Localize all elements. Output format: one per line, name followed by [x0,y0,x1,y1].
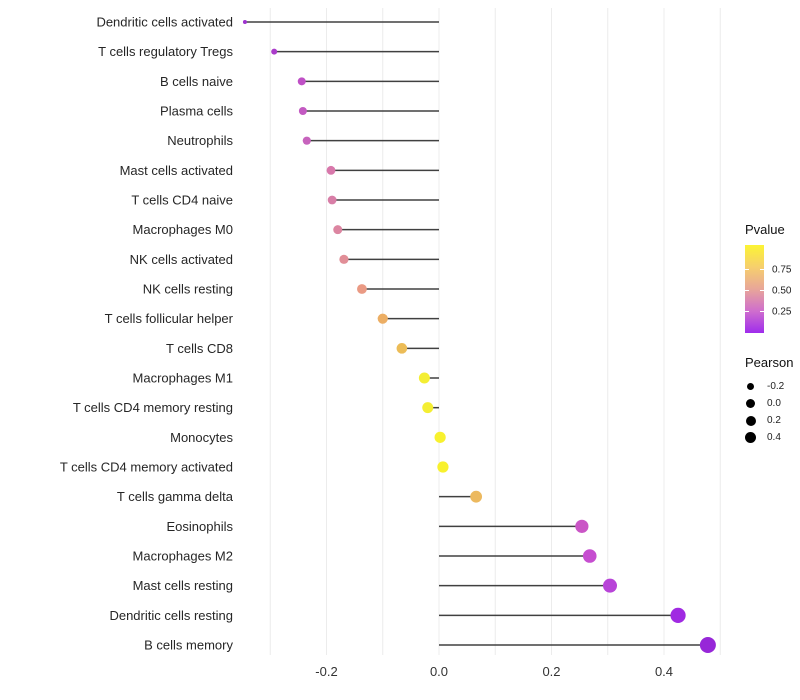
x-axis-tick-label: -0.2 [315,664,337,679]
lollipop-dot [575,519,589,533]
lollipop-dot [242,20,247,24]
y-axis-label: Mast cells activated [120,163,233,178]
pearson-legend: Pearson -0.2 0.0 0.2 0.4 [742,355,800,446]
pvalue-tick-label: 0.50 [772,285,792,297]
lollipop-dot [699,637,716,654]
lollipop-dot [434,431,446,443]
pvalue-tick-label: 0.75 [772,264,792,276]
pearson-size-dot [747,383,754,390]
lollipop-dot [298,107,307,116]
pearson-size-row: -0.2 [743,378,800,395]
pearson-size-dot-cell [743,413,758,428]
lollipop-dot [603,578,617,593]
lollipop-dot [271,48,278,55]
lollipop-dot [357,284,367,294]
y-axis-label: B cells memory [144,638,233,653]
pvalue-tick-mark [760,290,764,292]
lollipop-dot [377,313,388,324]
pearson-size-dot-cell [743,396,758,411]
pvalue-tick-mark [745,269,749,271]
y-axis-label: Dendritic cells activated [96,15,233,30]
lollipop-dot [327,195,337,205]
x-axis-tick-label: 0.2 [542,664,560,679]
y-axis-label: T cells CD4 naive [131,193,233,208]
y-axis-label: Monocytes [170,430,233,445]
pearson-size-label: 0.0 [767,398,781,409]
y-axis-label: T cells regulatory Tregs [98,44,233,59]
pearson-size-label: -0.2 [767,381,785,392]
lollipop-dot [297,77,306,86]
lollipop-dot [396,343,408,354]
pvalue-tick-mark [760,311,764,313]
pearson-size-row: 0.4 [743,429,800,446]
pearson-size-dot-cell [743,379,758,394]
lollipop-dot [302,136,311,145]
y-axis-label: Mast cells resting [133,578,233,593]
y-axis-label: Macrophages M1 [133,371,233,386]
y-axis-label: NK cells activated [130,252,233,267]
pearson-size-rows: -0.2 0.0 0.2 0.4 [742,378,800,446]
lollipop-dot [437,461,449,473]
y-axis-label: T cells gamma delta [117,489,234,504]
lollipop-dot [326,165,336,175]
pvalue-legend: Pvalue 0.75 0.50 0.25 [742,222,800,333]
legend: Pvalue 0.75 0.50 0.25 Pearson -0.2 0.0 0.2 0.… [742,222,800,446]
pearson-size-dot-cell [743,430,758,445]
pearson-size-label: 0.2 [767,415,781,426]
y-axis-label: Neutrophils [167,133,233,148]
pearson-size-row: 0.0 [743,395,800,412]
lollipop-dot [339,254,349,264]
pvalue-gradient-wrap: 0.75 0.50 0.25 [745,245,791,333]
pearson-size-row: 0.2 [743,412,800,429]
y-axis-label: Dendritic cells resting [109,608,233,623]
y-axis-label: B cells naive [160,74,233,89]
x-axis-tick-label: 0.4 [655,664,673,679]
pvalue-tick-label: 0.25 [772,306,792,318]
pvalue-legend-title: Pvalue [745,222,785,237]
y-axis-label: Macrophages M2 [133,549,233,564]
y-axis-label: T cells CD4 memory resting [73,400,233,415]
y-axis-label: NK cells resting [143,282,233,297]
y-axis-label: Macrophages M0 [133,222,233,237]
pearson-legend-title: Pearson [745,355,794,370]
pvalue-gradient-bar [745,245,764,333]
lollipop-dot [422,402,434,414]
pvalue-tick-mark [760,269,764,271]
y-axis-label: Plasma cells [160,104,233,119]
pearson-size-dot [745,415,756,426]
lollipop-dot [470,490,483,503]
lollipop-dot [582,549,597,563]
y-axis-label: T cells CD4 memory activated [60,460,233,475]
lollipop-dot [670,607,686,623]
pvalue-tick-mark [745,290,749,292]
pearson-size-dot [744,431,757,444]
pearson-size-label: 0.4 [767,432,781,443]
lollipop-dot [418,372,430,384]
y-axis-label: Eosinophils [167,519,234,534]
y-axis-label: T cells CD8 [166,341,233,356]
lollipop-dot [333,225,343,235]
pearson-size-dot [746,399,755,408]
y-axis-label: T cells follicular helper [105,311,234,326]
x-axis-tick-label: 0.0 [430,664,448,679]
pvalue-tick-mark [745,311,749,313]
